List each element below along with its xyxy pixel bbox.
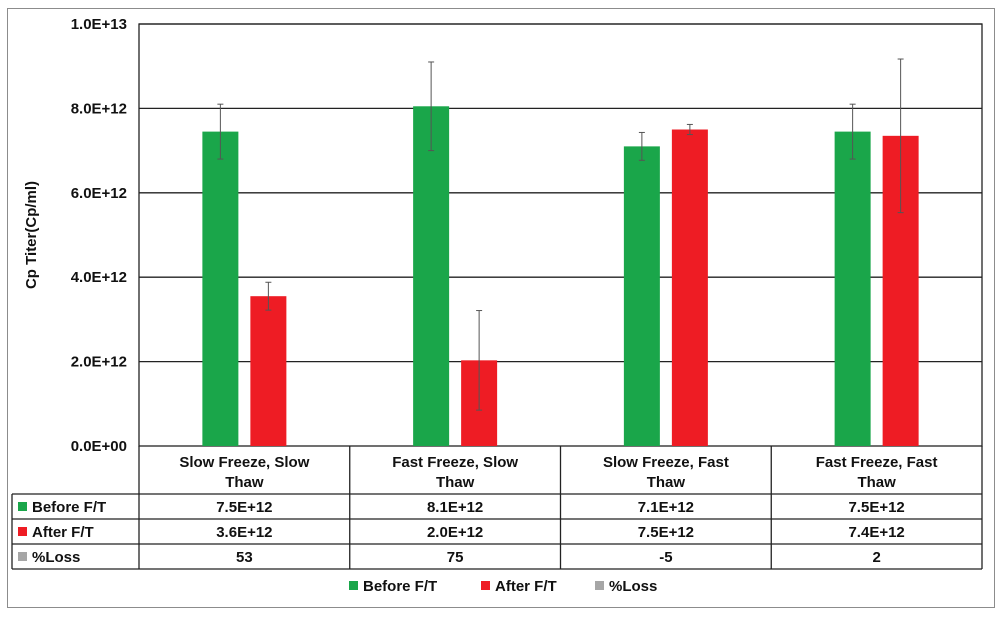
table-cell-value: 8.1E+12 bbox=[427, 499, 483, 516]
y-tick-label: 2.0E+12 bbox=[71, 354, 127, 371]
bar bbox=[250, 296, 287, 446]
table-cell-value: 7.5E+12 bbox=[216, 499, 272, 516]
table-cell-value: 53 bbox=[236, 549, 253, 566]
legend-key bbox=[18, 552, 27, 561]
y-tick-label: 8.0E+12 bbox=[71, 100, 127, 117]
table-cell-value: 2.0E+12 bbox=[427, 524, 483, 541]
table-row-label: %Loss bbox=[32, 549, 80, 566]
y-tick-label: 4.0E+12 bbox=[71, 269, 127, 286]
category-label: Thaw bbox=[647, 474, 686, 491]
chart-frame: 0.0E+00 2.0E+12 4.0E+12 6.0E+12 8.0E+12 1.0E+… bbox=[7, 8, 995, 608]
category-label: Slow Freeze, Slow bbox=[179, 454, 309, 471]
table-cell-value: 7.5E+12 bbox=[638, 524, 694, 541]
legend-key bbox=[18, 527, 27, 536]
bar bbox=[671, 129, 708, 446]
legend-label: Before F/T bbox=[363, 578, 437, 595]
legend-key bbox=[349, 581, 358, 590]
table-cell-value: 75 bbox=[447, 549, 464, 566]
bar bbox=[413, 106, 450, 446]
legend-label: After F/T bbox=[495, 578, 557, 595]
bar bbox=[834, 131, 871, 447]
table-cell-value: 3.6E+12 bbox=[216, 524, 272, 541]
table-row-label: Before F/T bbox=[32, 499, 106, 516]
table-cell-value: 2 bbox=[872, 549, 880, 566]
bar bbox=[202, 131, 239, 447]
legend-label: %Loss bbox=[609, 578, 657, 595]
bar bbox=[623, 146, 660, 446]
category-label: Thaw bbox=[436, 474, 475, 491]
table-row-label: After F/T bbox=[32, 524, 94, 541]
legend-key bbox=[595, 581, 604, 590]
bar-chart: 0.0E+00 2.0E+12 4.0E+12 6.0E+12 8.0E+12 1.0E+… bbox=[11, 16, 983, 595]
category-label: Thaw bbox=[857, 474, 896, 491]
y-tick-label: 0.0E+00 bbox=[71, 438, 127, 455]
table-cell-value: 7.4E+12 bbox=[848, 524, 904, 541]
y-axis-label: Cp Titer(Cp/ml) bbox=[23, 181, 40, 289]
legend-key bbox=[481, 581, 490, 590]
category-label: Fast Freeze, Slow bbox=[392, 454, 518, 471]
y-tick-label: 6.0E+12 bbox=[71, 185, 127, 202]
y-tick-label: 1.0E+13 bbox=[71, 16, 127, 33]
category-label: Fast Freeze, Fast bbox=[816, 454, 938, 471]
table-cell-value: 7.1E+12 bbox=[638, 499, 694, 516]
category-label: Thaw bbox=[225, 474, 264, 491]
category-label: Slow Freeze, Fast bbox=[603, 454, 729, 471]
legend-key bbox=[18, 502, 27, 511]
table-cell-value: -5 bbox=[659, 549, 672, 566]
table-cell-value: 7.5E+12 bbox=[848, 499, 904, 516]
